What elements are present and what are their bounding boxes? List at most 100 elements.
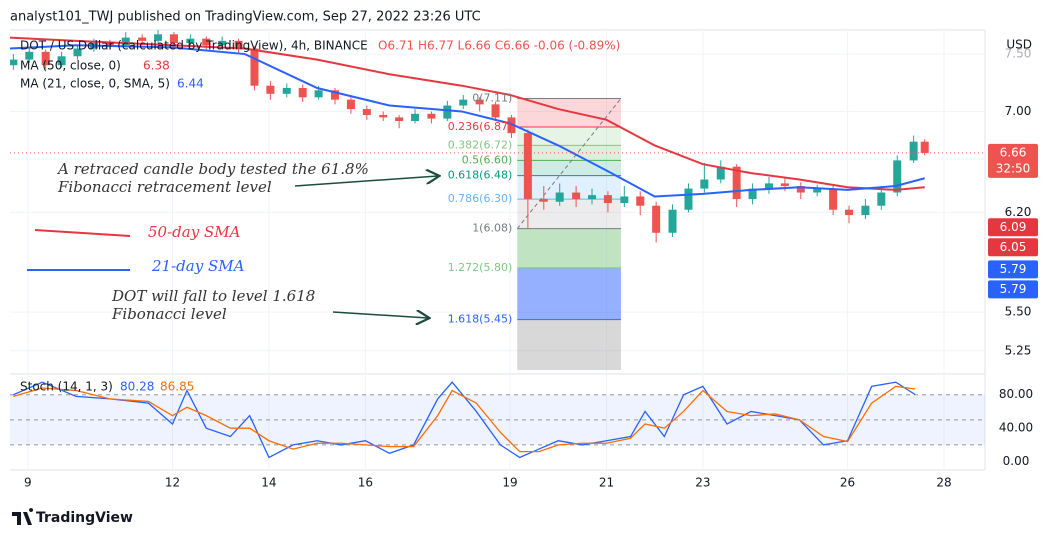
- publish-info: analyst101_TWJ published on TradingView.…: [10, 10, 481, 25]
- x-tick-label: 12: [165, 476, 180, 490]
- candle-body: [796, 185, 805, 193]
- fib-label: 1.618(5.45): [448, 313, 513, 326]
- stoch-line: [13, 385, 916, 453]
- candle-body: [652, 205, 661, 233]
- fib-zone: [517, 267, 621, 320]
- annotation: DOT will fall to level 1.618: [111, 287, 315, 305]
- fib-zone: [517, 228, 621, 268]
- countdown: 32:50: [996, 161, 1031, 175]
- candle-body: [555, 192, 564, 202]
- candle-body: [748, 188, 757, 200]
- symbol: DOT / US Dollar (calculated by TradingVi…: [20, 39, 368, 53]
- candle-body: [218, 40, 227, 46]
- candle-body: [121, 37, 130, 46]
- candle-body: [700, 179, 709, 189]
- price-tag: [988, 238, 1038, 257]
- fib-zone: [517, 98, 621, 128]
- fib-label: 0.236(6.87): [448, 120, 513, 133]
- fib-label: 1.272(5.80): [448, 261, 513, 274]
- candle-body: [186, 38, 195, 44]
- ma21-label: MA (21, close, 0, SMA, 5): [20, 77, 170, 91]
- ohlc: O6.71 H6.77 L6.66 C6.66 -0.06 (-0.89%): [378, 39, 620, 53]
- y-tick-label: 5.25: [1005, 343, 1032, 357]
- annotation: A retraced candle body tested the 61.8%: [56, 160, 369, 178]
- fib-label: 1(6.08): [472, 222, 512, 235]
- candle-body: [10, 59, 18, 66]
- candle-body: [861, 205, 870, 216]
- fib-label: 0.382(6.72): [448, 138, 513, 151]
- candle-body: [41, 51, 50, 66]
- y-tick-label: 7.00: [1005, 104, 1032, 118]
- price-tag: [988, 218, 1038, 237]
- candle-body: [250, 48, 259, 86]
- fib-zone: [517, 199, 621, 229]
- candle-body: [539, 199, 548, 202]
- candle-body: [920, 141, 929, 153]
- candle-body: [507, 117, 516, 134]
- legend-line-50: [34, 229, 131, 237]
- stoch-k-value: 80.28: [120, 380, 154, 394]
- candle-body: [282, 88, 291, 94]
- price-tag: [988, 143, 1038, 178]
- x-tick-label: 21: [599, 476, 614, 490]
- x-tick-label: 23: [695, 476, 710, 490]
- candle-body: [877, 192, 886, 206]
- fib-label: 0.5(6.60): [462, 153, 513, 166]
- candle-body: [379, 115, 388, 118]
- logo: [12, 508, 34, 525]
- fib-label: 0(7.11): [472, 91, 512, 104]
- price-tag-label: 6.66: [1000, 145, 1027, 159]
- candle-body: [491, 104, 500, 118]
- y-tick-label: 6.20: [1005, 205, 1032, 219]
- fib-zone: [517, 175, 621, 200]
- candle-body: [475, 99, 484, 105]
- candle-body: [443, 105, 452, 119]
- candle-body: [314, 90, 323, 98]
- y-tick-label: 7.50: [1005, 47, 1032, 61]
- candle-body: [105, 43, 114, 46]
- annotation: Fibonacci level: [111, 305, 227, 323]
- candle-body: [362, 109, 371, 116]
- candle-body: [459, 99, 468, 106]
- moving-average: [10, 36, 925, 191]
- candle-body: [572, 192, 581, 200]
- candle-body: [169, 34, 178, 44]
- candle-body: [732, 166, 741, 200]
- fib-label: 0.786(6.30): [448, 192, 513, 205]
- candle-body: [893, 160, 902, 193]
- candle-body: [523, 133, 532, 200]
- candle-body: [684, 188, 693, 210]
- stoch-tick-label: 40.00: [999, 421, 1033, 435]
- currency: USD: [1006, 38, 1032, 52]
- ma50-value: 6.38: [143, 59, 170, 73]
- candle-body: [845, 209, 854, 216]
- candle-body: [266, 85, 275, 94]
- candle-body: [73, 48, 82, 57]
- x-tick-label: 9: [24, 476, 32, 490]
- candle-body: [138, 37, 147, 41]
- stoch-d-value: 86.85: [160, 380, 194, 394]
- x-tick-label: 28: [936, 476, 951, 490]
- price-tag: [988, 260, 1038, 279]
- candle-body: [154, 34, 163, 41]
- stoch-label: Stoch (14, 1, 3): [20, 380, 113, 394]
- stoch-line: [13, 381, 916, 459]
- candle-body: [588, 195, 597, 200]
- arrow: [294, 176, 438, 187]
- brand: TradingView: [36, 510, 133, 526]
- fib-label: 0.618(6.48): [448, 169, 513, 182]
- fib-zone: [517, 127, 621, 146]
- fib-zone: [517, 160, 621, 176]
- price-tag-label: 5.79: [1000, 262, 1027, 276]
- candle-body: [620, 196, 629, 204]
- stoch-tick-label: 0.00: [1003, 454, 1030, 468]
- legend-50: 50-day SMA: [148, 223, 241, 241]
- moving-average: [10, 44, 925, 198]
- arrow: [332, 312, 428, 318]
- candle-body: [764, 183, 773, 189]
- x-tick-label: 16: [358, 476, 373, 490]
- candle-body: [829, 188, 838, 210]
- candle-body: [909, 141, 918, 161]
- candle-body: [813, 188, 822, 193]
